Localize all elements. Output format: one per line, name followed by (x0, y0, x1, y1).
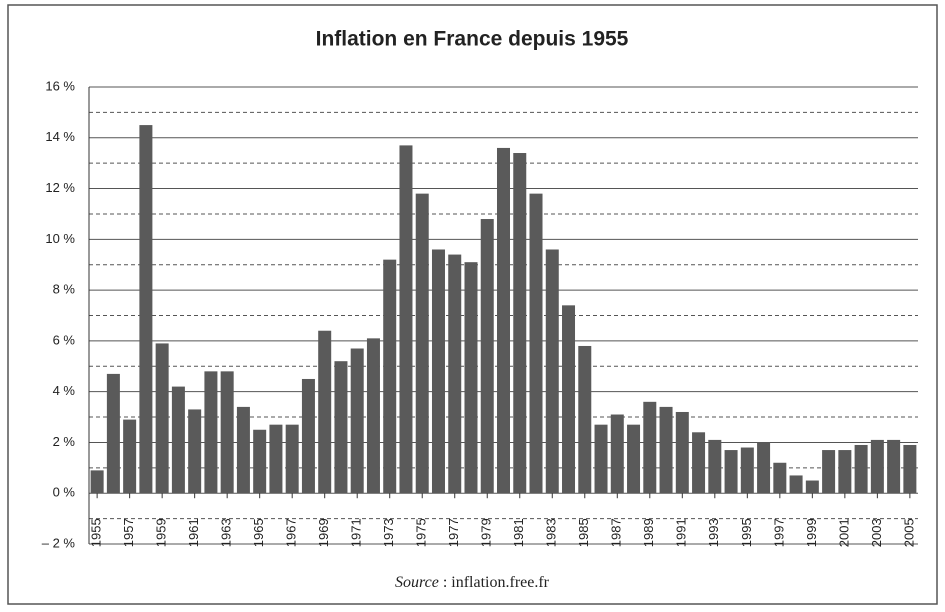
y-tick-label: 6 % (53, 332, 76, 347)
x-tick-label: 1963 (219, 518, 234, 547)
bar (578, 345, 592, 494)
bar (448, 254, 462, 494)
x-tick-label: 1959 (154, 518, 169, 547)
y-tick-label: 12 % (45, 180, 75, 195)
bar (659, 406, 673, 494)
y-tick-label: 0 % (53, 485, 76, 500)
x-tick-label: 1967 (284, 518, 299, 547)
bar (757, 442, 771, 494)
x-tick-label: 1991 (674, 518, 689, 547)
x-tick-label: 2005 (901, 518, 916, 547)
x-tick-label: 1975 (414, 518, 429, 547)
bar (480, 219, 494, 494)
source-label: Source (395, 574, 439, 591)
x-tick-label: 1999 (804, 518, 819, 547)
x-tick-label: 1961 (186, 518, 201, 547)
bar (675, 411, 689, 494)
bar (220, 371, 234, 494)
x-tick-label: 1981 (511, 518, 526, 547)
bar (562, 305, 576, 494)
bar (171, 386, 185, 494)
bar (399, 145, 413, 494)
y-tick-label: 8 % (53, 282, 76, 297)
bar (383, 259, 397, 494)
y-tick-label: 10 % (45, 231, 75, 246)
bar (350, 348, 364, 494)
bar (643, 401, 657, 494)
x-tick-label: 1977 (446, 518, 461, 547)
bar (318, 330, 332, 494)
x-tick-label: 1983 (544, 518, 559, 547)
x-tick-label: 1979 (479, 518, 494, 547)
bar (708, 439, 722, 494)
x-tick-label: 2003 (869, 518, 884, 547)
chart-title: Inflation en France depuis 1955 (316, 28, 629, 51)
x-tick-label: 1965 (251, 518, 266, 547)
y-tick-label: 2 % (53, 434, 76, 449)
bar (301, 378, 315, 494)
bar (139, 125, 153, 494)
y-tick-label: 16 % (45, 78, 75, 93)
bar (854, 444, 868, 494)
x-tick-label: 1957 (121, 518, 136, 547)
x-tick-label: 1971 (349, 518, 364, 547)
x-tick-label: 1987 (609, 518, 624, 547)
bar (155, 343, 169, 494)
x-tick-label: 1985 (576, 518, 591, 547)
bar (822, 450, 836, 494)
bar (887, 439, 901, 494)
bar (236, 406, 250, 494)
bar (610, 414, 624, 494)
source-text: : inflation.free.fr (439, 574, 550, 591)
bar (496, 147, 511, 494)
bar (415, 193, 429, 494)
bar (773, 462, 787, 494)
x-tick-label: 1993 (706, 518, 721, 547)
x-tick-label: 2001 (836, 518, 851, 547)
bar (627, 424, 641, 494)
bar (594, 424, 608, 494)
bar (366, 338, 380, 494)
x-tick-label: 1973 (381, 518, 396, 547)
bar (204, 371, 218, 494)
bar (90, 470, 104, 494)
bar (740, 447, 754, 494)
x-tick-label: 1997 (771, 518, 786, 547)
bar (123, 419, 137, 494)
x-tick-label: 1969 (316, 518, 331, 547)
bar (545, 249, 559, 494)
source: Source : inflation.free.fr (395, 574, 550, 591)
bar (269, 424, 283, 494)
bar (870, 439, 884, 494)
x-tick-label: 1955 (89, 518, 104, 547)
y-tick-label: – 2 % (42, 535, 76, 550)
bar (253, 429, 267, 494)
x-tick-label: 1995 (739, 518, 754, 547)
bar (903, 444, 917, 494)
bar (692, 432, 706, 494)
bar (188, 409, 202, 494)
bar (106, 373, 120, 494)
bar (529, 193, 543, 494)
y-tick-label: 14 % (45, 129, 75, 144)
bar (334, 361, 348, 494)
y-tick-label: 4 % (53, 383, 76, 398)
bar (724, 450, 738, 494)
bar (464, 262, 478, 494)
bar (513, 153, 527, 494)
bar (805, 480, 819, 494)
x-tick-label: 1989 (641, 518, 656, 547)
bar (431, 249, 445, 494)
bar (838, 450, 852, 494)
bar (285, 424, 299, 494)
bar (789, 475, 803, 494)
